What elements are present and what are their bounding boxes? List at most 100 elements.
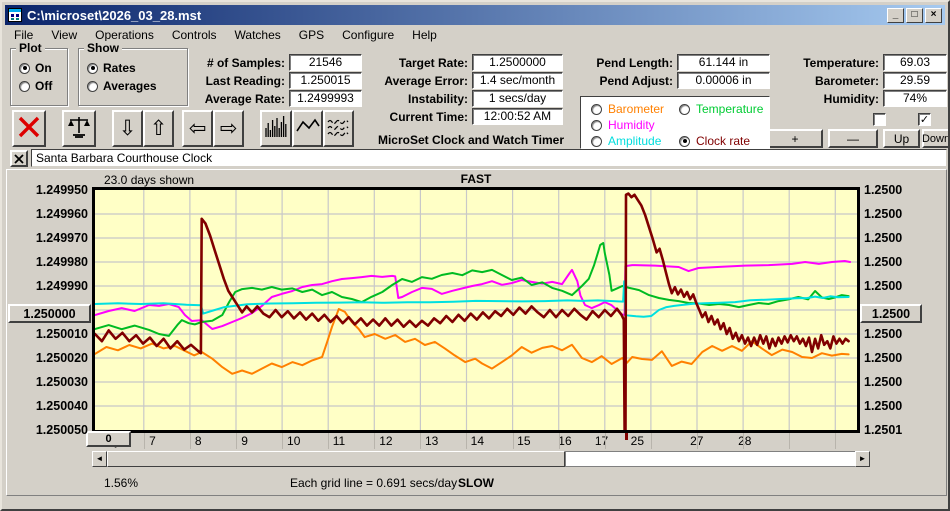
target-rate-label: Target Rate: (398, 56, 468, 70)
plot-groupbox: Plot On Off (10, 41, 68, 106)
close-button[interactable]: × (925, 7, 942, 23)
day-strip-separator (558, 433, 560, 449)
left-axis-tick-label: 1.249950 (35, 183, 88, 197)
menu-item-gps[interactable]: GPS (298, 28, 325, 42)
day-tick-label: 27 (690, 434, 703, 448)
average-error-label: Average Error: (384, 74, 468, 88)
right-axis-center-button[interactable]: 1.2500 (860, 304, 922, 323)
balance-scale-button[interactable] (62, 110, 96, 147)
radio-icon (591, 103, 602, 115)
chart-panel (6, 169, 947, 496)
plot-option-off[interactable]: Off (19, 79, 52, 93)
temperature-value: 69.03 (883, 54, 947, 71)
samples-label: # of Samples: (206, 56, 285, 70)
day-tick-label: 13 (424, 434, 439, 448)
menu-item-controls[interactable]: Controls (171, 28, 217, 42)
menu-item-file[interactable]: File (14, 28, 34, 42)
up-button[interactable]: Up (883, 129, 920, 148)
day-strip-separator (835, 433, 837, 449)
arrow-right-icon: ⇨ (219, 117, 238, 140)
left-axis-tick-label: 1.249980 (35, 255, 88, 269)
left-axis-center-button[interactable]: 1.250000 (8, 304, 91, 323)
delete-x-button[interactable] (12, 110, 46, 147)
clear-name-button[interactable] (10, 150, 28, 167)
down-button[interactable]: Down (922, 129, 948, 148)
line-plot-button[interactable] (292, 110, 323, 147)
legend-option-clock-rate[interactable]: Clock rate (679, 134, 750, 148)
maximize-button[interactable]: □ (906, 7, 923, 23)
arrow-down-button[interactable]: ⇩ (112, 110, 143, 147)
arrow-up-button[interactable]: ⇧ (143, 110, 174, 147)
balance-scale-icon (66, 114, 92, 143)
raw-waves-button[interactable] (323, 110, 354, 147)
legend-option-barometer[interactable]: Barometer (591, 102, 664, 116)
show-option-label: Averages (103, 79, 157, 93)
day-strip-separator (143, 433, 145, 449)
slow-label: SLOW (458, 476, 494, 490)
minimize-button[interactable]: _ (887, 7, 904, 23)
minus-button[interactable]: — (828, 129, 878, 148)
zero-button[interactable]: 0 (86, 431, 131, 447)
title-bar: C:\microset\2026_03_28.mst _ □ × (5, 5, 945, 25)
menu-item-help[interactable]: Help (412, 28, 437, 42)
day-tick-label: 16 (558, 434, 572, 448)
checkbox-right[interactable]: ✓ (918, 113, 931, 126)
show-option-label: Rates (103, 61, 136, 75)
clock-name-input[interactable] (31, 149, 947, 167)
left-axis-tick-label: 1.250050 (35, 423, 88, 437)
show-groupbox: Show Rates Averages (78, 41, 188, 106)
day-tick-label: 9 (241, 434, 248, 448)
scroll-thumb[interactable] (107, 451, 565, 467)
plot-option-on[interactable]: On (19, 61, 52, 75)
menu-item-configure[interactable]: Configure (342, 28, 395, 42)
plot-area (93, 190, 857, 432)
show-option-rates[interactable]: Rates (87, 61, 136, 75)
radio-icon (591, 135, 602, 147)
day-strip-separator (189, 433, 191, 449)
instability-label: Instability: (407, 92, 468, 106)
histogram-button[interactable] (260, 110, 292, 147)
x-icon (14, 153, 24, 164)
day-strip-separator (604, 433, 606, 449)
arrow-left-button[interactable]: ⇦ (182, 110, 213, 147)
day-strip-separator (420, 433, 422, 449)
menu-item-operations[interactable]: Operations (95, 28, 154, 42)
grid-note-label: Each grid line = 0.691 secs/day (290, 476, 458, 490)
left-axis-tick-label: 1.249960 (35, 207, 88, 221)
scroll-track[interactable] (565, 451, 855, 467)
barometer-label: Barometer: (814, 74, 879, 88)
arrow-right-button[interactable]: ⇨ (213, 110, 244, 147)
right-axis-tick-label: 1.2500 (864, 351, 903, 365)
day-tick-label: 14 (470, 434, 485, 448)
target-rate-value: 1.2500000 (472, 54, 563, 71)
legend-option-label: Clock rate (696, 134, 751, 148)
legend-option-humidity[interactable]: Humidity (591, 118, 655, 132)
plus-button[interactable]: + (767, 129, 823, 148)
menu-item-watches[interactable]: Watches (234, 28, 281, 42)
plot-option-label: On (35, 61, 52, 75)
day-strip-separator (328, 433, 330, 449)
show-option-averages[interactable]: Averages (87, 79, 157, 93)
scroll-left-button[interactable]: ◄ (92, 451, 107, 467)
right-axis-tick-label: 1.2500 (864, 231, 903, 245)
legend-option-temperature[interactable]: Temperature (679, 102, 763, 116)
radio-icon (679, 135, 690, 147)
right-axis-tick-label: 1.2500 (864, 375, 903, 389)
left-axis-tick-label: 1.250040 (35, 399, 88, 413)
radio-icon (591, 119, 602, 131)
last-reading-value: 1.250015 (289, 72, 362, 89)
time-scrollbar: ◄ ► (92, 451, 870, 467)
show-group-label: Show (84, 41, 122, 55)
current-time-label: Current Time: (389, 110, 468, 124)
left-axis-tick-label: 1.249990 (35, 279, 88, 293)
radio-icon (87, 80, 98, 92)
current-time-value: 12:00:52 AM (472, 108, 563, 125)
average-rate-value: 1.2499993 (289, 90, 362, 107)
menu-item-view[interactable]: View (51, 28, 78, 42)
checkbox-left[interactable] (873, 113, 886, 126)
day-tick-label: 25 (630, 434, 645, 448)
legend-option-amplitude[interactable]: Amplitude (591, 134, 661, 148)
left-axis-tick-label: 1.250020 (35, 351, 88, 365)
scroll-right-button[interactable]: ► (855, 451, 870, 467)
